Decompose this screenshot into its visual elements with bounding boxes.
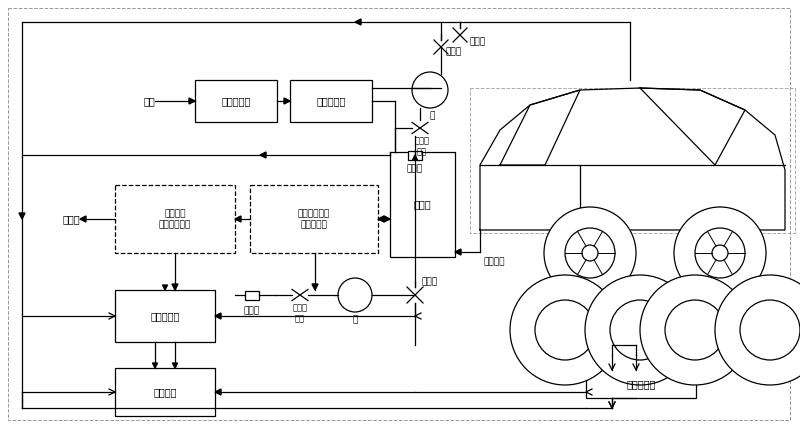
Text: 排放分析仪: 排放分析仪 [150,311,180,321]
Text: 混合室: 混合室 [414,199,431,209]
Bar [115,290,215,342]
Polygon shape [260,152,266,158]
Polygon shape [189,98,195,104]
Text: 通大气: 通大气 [62,214,80,224]
Polygon shape [355,19,361,25]
Polygon shape [80,216,86,222]
Bar [115,185,235,253]
Text: 滤清器: 滤清器 [244,306,260,315]
Text: 空气: 空气 [143,96,155,106]
Circle shape [585,275,695,385]
Text: 流量计: 流量计 [470,38,486,47]
Bar [250,185,378,253]
Polygon shape [173,363,178,368]
Text: 滤清器: 滤清器 [407,164,423,173]
Text: 流量计: 流量计 [445,48,461,56]
Polygon shape [284,98,290,104]
Circle shape [565,228,615,278]
Polygon shape [312,284,318,290]
Circle shape [640,275,750,385]
Bar [390,152,455,257]
Circle shape [510,275,620,385]
Circle shape [544,207,636,299]
Bar [470,88,795,233]
Polygon shape [455,249,461,255]
Bar [245,291,259,300]
Bar [195,80,277,122]
Polygon shape [235,216,241,222]
Bar [115,368,215,416]
Text: 汽车尾气: 汽车尾气 [483,258,505,267]
Text: 流量计: 流量计 [422,277,438,286]
Circle shape [665,300,725,360]
Circle shape [695,228,745,278]
Text: 抽气装置
容积测量装置: 抽气装置 容积测量装置 [159,209,191,229]
Polygon shape [215,313,221,319]
Text: 泵: 泵 [430,112,434,121]
Text: 流量控
制阀: 流量控 制阀 [293,303,307,323]
Text: 空气流量计: 空气流量计 [316,96,346,106]
Polygon shape [384,216,390,222]
Circle shape [535,300,595,360]
Polygon shape [172,284,178,290]
Text: 主控设备: 主控设备 [154,387,177,397]
Circle shape [740,300,800,360]
Bar [290,80,372,122]
Polygon shape [413,155,418,160]
Polygon shape [215,389,221,395]
Circle shape [610,300,670,360]
Text: 流量控
制阀: 流量控 制阀 [414,136,430,156]
Polygon shape [162,285,167,290]
Bar [586,370,696,398]
Text: 空气滤清器: 空气滤清器 [222,96,250,106]
Circle shape [582,245,598,261]
Text: 底盘测功机: 底盘测功机 [626,379,656,389]
Polygon shape [19,213,25,219]
Polygon shape [153,363,158,368]
Circle shape [712,245,728,261]
Text: 混合气温度压
力控制装置: 混合气温度压 力控制装置 [298,209,330,229]
Bar [408,151,422,160]
Text: 泵: 泵 [352,315,358,324]
Circle shape [674,207,766,299]
Polygon shape [378,216,384,222]
Circle shape [338,278,372,312]
Circle shape [412,72,448,108]
Circle shape [715,275,800,385]
